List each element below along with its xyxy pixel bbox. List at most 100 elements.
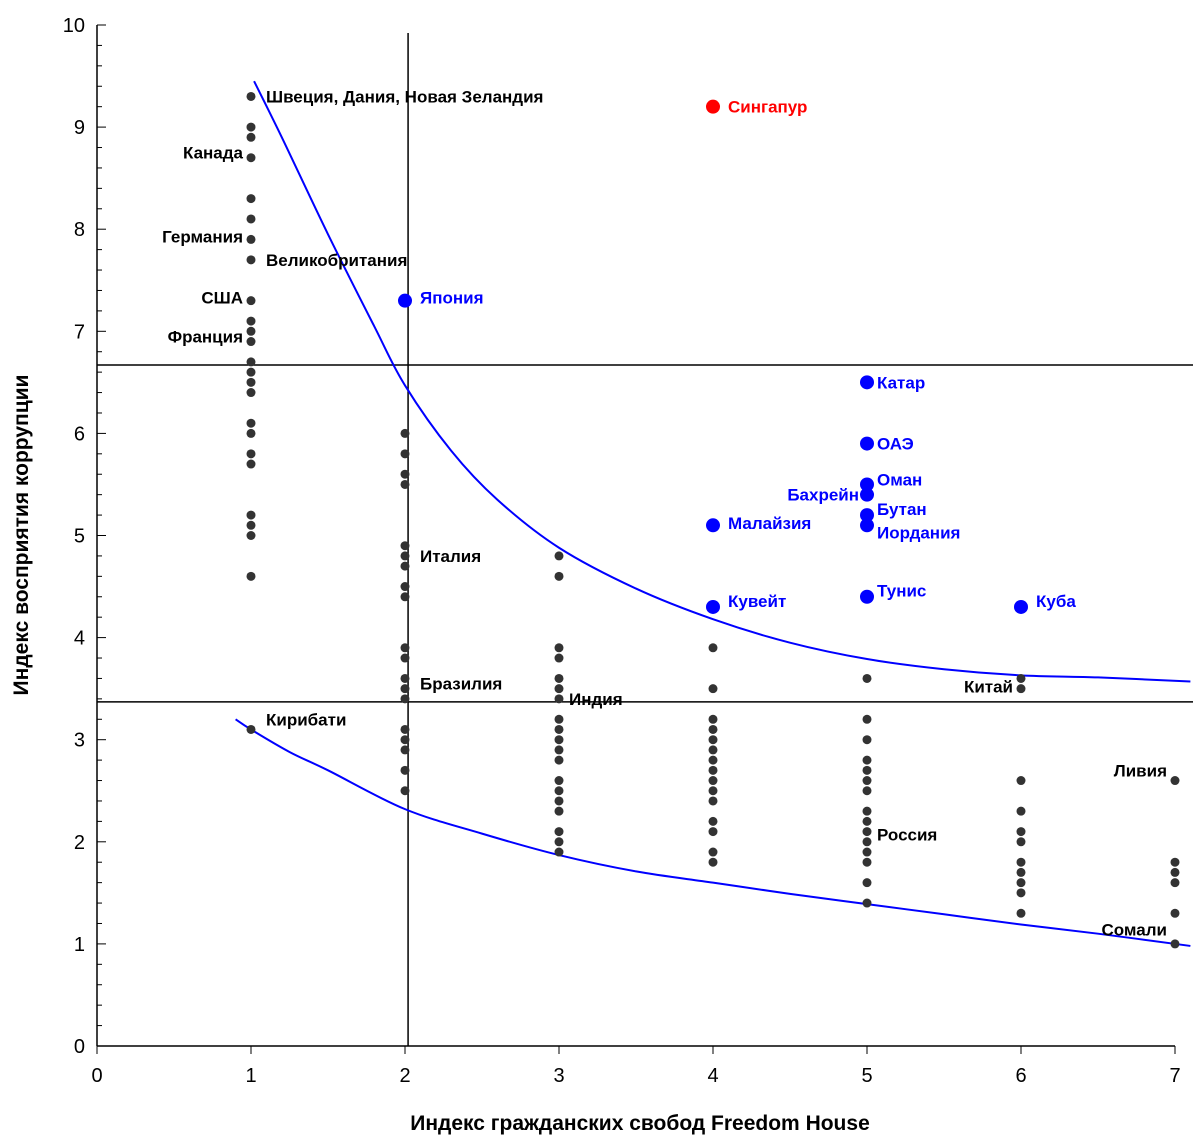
- gray-data-point: [1016, 888, 1026, 898]
- gray-data-point: [862, 857, 872, 867]
- point-label: Кувейт: [728, 592, 786, 611]
- gray-data-point: [554, 776, 564, 786]
- x-tick-label: 2: [399, 1065, 410, 1087]
- gray-data-point: [554, 673, 564, 683]
- gray-data-point: [708, 857, 718, 867]
- gray-data-point: [246, 122, 256, 132]
- gray-data-point: [554, 643, 564, 653]
- gray-data-point: [400, 673, 410, 683]
- gray-data-point: [554, 847, 564, 857]
- gray-data-point: [246, 132, 256, 142]
- trend-curves: [235, 80, 1191, 947]
- blue-data-point: [860, 589, 874, 604]
- point-label: Россия: [877, 826, 937, 845]
- gray-data-point: [862, 735, 872, 745]
- y-tick-label: 1: [74, 934, 85, 956]
- gray-data-point: [246, 520, 256, 530]
- x-tick-label: 7: [1169, 1065, 1180, 1087]
- y-tick-label: 4: [74, 628, 85, 650]
- x-tick-label: 0: [91, 1065, 102, 1087]
- gray-data-point: [400, 479, 410, 489]
- gray-data-point: [862, 816, 872, 826]
- point-label: Кирибати: [266, 710, 346, 729]
- gray-data-point: [400, 653, 410, 663]
- point-label: Япония: [420, 289, 484, 308]
- gray-data-point: [400, 551, 410, 561]
- y-axis-title: Индекс восприятия коррупции: [10, 375, 33, 696]
- x-tick-label: 5: [861, 1065, 872, 1087]
- gray-data-point: [1170, 857, 1180, 867]
- blue-data-point: [860, 477, 874, 492]
- y-tick-label: 5: [74, 526, 85, 548]
- y-tick-label: 0: [74, 1036, 85, 1058]
- gray-data-point: [400, 643, 410, 653]
- gray-data-point: [1016, 806, 1026, 816]
- upper-trend-curve: [253, 80, 1191, 683]
- gray-data-point: [246, 449, 256, 459]
- point-label: Канада: [183, 144, 244, 163]
- gray-data-point: [246, 388, 256, 398]
- gray-data-point: [400, 582, 410, 592]
- reference-lines: [97, 33, 1193, 1046]
- gray-data-point: [246, 296, 256, 306]
- gray-data-point: [246, 428, 256, 438]
- gray-data-point: [708, 724, 718, 734]
- blue-data-point: [860, 487, 874, 502]
- gray-data-point: [1016, 673, 1026, 683]
- gray-data-point: [708, 755, 718, 765]
- gray-data-point: [862, 837, 872, 847]
- gray-data-point: [554, 724, 564, 734]
- gray-data-point: [1170, 908, 1180, 918]
- blue-data-point: [860, 375, 874, 390]
- gray-data-point: [400, 541, 410, 551]
- gray-data-point: [246, 214, 256, 224]
- gray-data-point: [862, 786, 872, 796]
- point-label: Великобритания: [266, 251, 407, 270]
- gray-data-point: [1170, 878, 1180, 888]
- gray-data-point: [862, 673, 872, 683]
- y-tick-label: 2: [74, 832, 85, 854]
- point-label: Германия: [162, 227, 243, 246]
- gray-data-point: [1170, 776, 1180, 786]
- gray-data-point: [246, 91, 256, 101]
- gray-data-point: [246, 510, 256, 520]
- gray-data-point: [1016, 857, 1026, 867]
- gray-data-point: [400, 684, 410, 694]
- blue-data-point: [1014, 599, 1028, 614]
- gray-data-point: [554, 755, 564, 765]
- gray-data-point: [708, 786, 718, 796]
- gray-data-point: [246, 459, 256, 469]
- gray-data-point: [554, 786, 564, 796]
- gray-data-point: [1016, 878, 1026, 888]
- gray-data-point: [554, 796, 564, 806]
- blue-data-point: [398, 293, 412, 308]
- gray-data-point: [554, 806, 564, 816]
- gray-data-point: [246, 153, 256, 163]
- gray-data-point: [554, 684, 564, 694]
- gray-data-point: [708, 776, 718, 786]
- point-label: Ливия: [1114, 761, 1167, 780]
- y-tick-label: 8: [74, 219, 85, 241]
- y-tick-label: 10: [63, 15, 85, 37]
- gray-data-point: [862, 827, 872, 837]
- point-label: Франция: [168, 327, 243, 346]
- gray-data-point: [246, 571, 256, 581]
- gray-data-point: [554, 571, 564, 581]
- gray-data-point: [400, 469, 410, 479]
- point-label: Катар: [877, 373, 925, 392]
- y-tick-label: 7: [74, 321, 85, 343]
- gray-data-point: [1170, 939, 1180, 949]
- blue-data-point: [860, 508, 874, 523]
- point-label: ОАЭ: [877, 435, 914, 454]
- blue-data-point: [860, 518, 874, 533]
- data-points: [246, 91, 1180, 949]
- gray-data-point: [246, 357, 256, 367]
- point-label: Малайзия: [728, 514, 811, 533]
- gray-data-point: [246, 316, 256, 326]
- gray-data-point: [862, 847, 872, 857]
- gray-data-point: [246, 255, 256, 265]
- gray-data-point: [554, 837, 564, 847]
- gray-data-point: [554, 694, 564, 704]
- point-label: США: [201, 289, 243, 308]
